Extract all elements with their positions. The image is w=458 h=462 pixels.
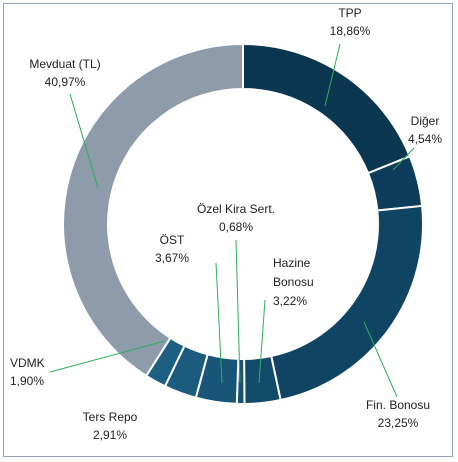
value-label: 1,90% <box>10 374 45 388</box>
leader-line <box>392 147 415 171</box>
value-label: 2,91% <box>92 428 128 442</box>
leader-line <box>69 93 99 189</box>
slice-label: Diğer 4,54% <box>408 112 442 148</box>
slice-label: VDMK 1,90% <box>10 354 45 390</box>
leader-lines <box>49 43 415 398</box>
value-label: 0,68% <box>218 220 254 234</box>
slice-label: Ters Repo 2,91% <box>83 408 138 444</box>
value-label: 3,67% <box>154 251 190 265</box>
category-label: TPP <box>338 6 362 20</box>
slice-label: Fin. Bonosu 23,25% <box>366 396 430 432</box>
value-label: 4,54% <box>407 132 443 146</box>
leader-line <box>215 262 223 384</box>
value-label: 18,86% <box>329 24 371 38</box>
frame <box>3 3 453 457</box>
category-label: Ters Repo <box>82 410 138 424</box>
value-label: 40,97% <box>44 75 86 89</box>
category-label: ÖST <box>159 233 185 247</box>
category-label: Fin. Bonosu <box>365 398 431 412</box>
value-label: 3,22% <box>273 294 308 308</box>
value-label: 23,25% <box>377 416 419 430</box>
category-label: Hazine Bonosu <box>273 256 314 289</box>
leader-line <box>324 43 341 107</box>
slice-label: ÖST 3,67% <box>155 231 189 267</box>
leader-line <box>49 340 166 373</box>
category-label: VDMK <box>10 356 45 370</box>
category-label: Mevduat (TL) <box>29 57 101 71</box>
leader-line <box>235 239 241 384</box>
leader-line <box>363 321 398 398</box>
slice-label: Mevduat (TL) 40,97% <box>29 55 100 91</box>
slice <box>242 42 412 175</box>
slice <box>62 42 244 378</box>
slice-label: Özel Kira Sert. 0,68% <box>197 200 275 236</box>
leader-line <box>258 299 266 384</box>
category-label: Diğer <box>410 114 440 128</box>
slice-label: TPP 18,86% <box>330 4 371 40</box>
category-label: Özel Kira Sert. <box>196 202 276 216</box>
slice-label: Hazine Bonosu 3,22% <box>273 254 325 310</box>
